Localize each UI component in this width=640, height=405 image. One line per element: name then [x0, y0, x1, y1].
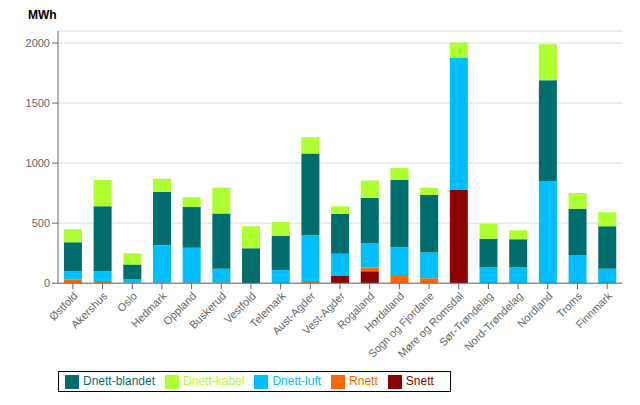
svg-text:Nord-Trøndelag: Nord-Trøndelag	[461, 289, 525, 353]
svg-text:Buskerud: Buskerud	[187, 290, 228, 331]
svg-text:Rogaland: Rogaland	[334, 289, 377, 332]
svg-text:Østfold: Østfold	[46, 289, 80, 323]
svg-text:Sogn og Fjordane: Sogn og Fjordane	[365, 289, 436, 360]
svg-text:Oppland: Oppland	[160, 289, 199, 328]
svg-text:0: 0	[44, 277, 50, 289]
svg-text:Troms: Troms	[554, 289, 585, 320]
svg-text:1000: 1000	[26, 157, 50, 169]
svg-text:500: 500	[32, 217, 50, 229]
svg-text:Nordland: Nordland	[515, 290, 555, 330]
svg-text:Sør-Trøndelag: Sør-Trøndelag	[436, 289, 496, 349]
html-text:MWh: MWh	[28, 8, 57, 22]
svg-text:Vestfold: Vestfold	[221, 289, 258, 326]
svg-text:1500: 1500	[26, 97, 50, 109]
svg-text:Telemark: Telemark	[247, 289, 288, 330]
svg-text:2000: 2000	[26, 37, 50, 49]
html-text:Snett: Snett	[405, 374, 434, 389]
svg-text:Møre og Romsdal: Møre og Romsdal	[395, 289, 466, 360]
svg-text:Finnmark: Finnmark	[573, 289, 614, 330]
svg-text:Akershus: Akershus	[69, 289, 110, 330]
svg-text:Hordaland: Hordaland	[361, 289, 407, 334]
html-text:Dnett-luft: Dnett-luft	[272, 374, 322, 389]
svg-text:Aust-Agder: Aust-Agder	[269, 289, 318, 337]
html-text:Rnett: Rnett	[349, 374, 378, 389]
svg-text:Hedmark: Hedmark	[129, 289, 169, 329]
html-text:Dnett-blandet: Dnett-blandet	[83, 374, 155, 389]
svg-text:Vest-Agder: Vest-Agder	[300, 289, 347, 337]
html-text:Dnett-kabel: Dnett-kabel	[183, 374, 245, 389]
svg-text:Oslo: Oslo	[115, 290, 139, 314]
